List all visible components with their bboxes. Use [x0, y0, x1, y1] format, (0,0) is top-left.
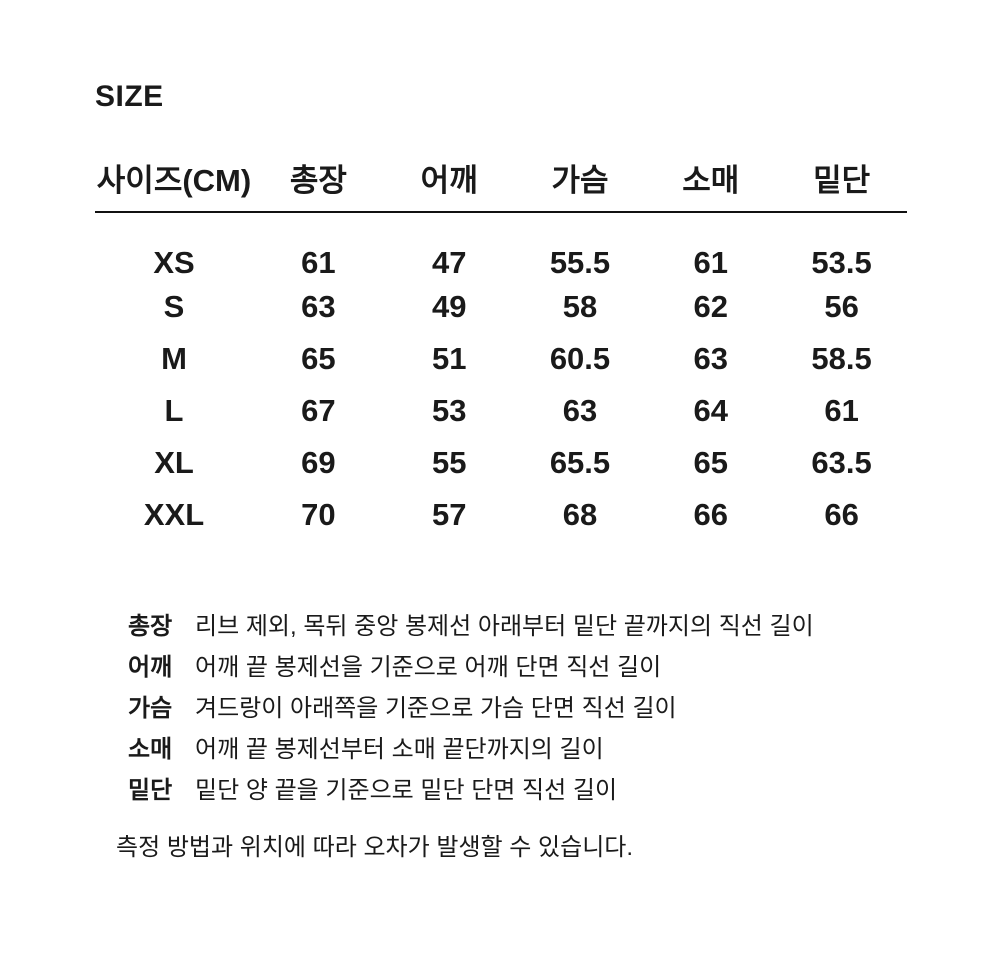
measurement-value: 63 — [301, 289, 336, 324]
measurement-value: 65 — [693, 445, 729, 480]
measurement-value: 61 — [824, 393, 859, 428]
size-label: M — [161, 341, 187, 376]
measurement-value: 60.5 — [549, 341, 611, 376]
header-row: 사이즈(CM) 총장 어깨 가슴 소매 밑단 — [95, 163, 907, 213]
measurement-value: 58 — [562, 289, 598, 324]
measurement-value: 70 — [301, 497, 336, 532]
legend-row-sleeve: 소매 어깨 끝 봉제선부터 소매 끝단까지의 길이 — [128, 729, 814, 770]
measurement-value: 63.5 — [811, 445, 872, 480]
measurement-value: 62 — [693, 289, 729, 324]
size-label: XL — [154, 445, 194, 480]
size-table-header: 사이즈(CM) 총장 어깨 가슴 소매 밑단 — [95, 163, 907, 213]
column-header-shoulder: 어깨 — [383, 163, 515, 213]
table-row-xxl: XXL 70 57 68 66 66 — [95, 489, 907, 541]
size-label: L — [164, 393, 184, 428]
legend-definition: 밑단 양 끝을 기준으로 밑단 단면 직선 길이 — [195, 777, 618, 804]
page-title: SIZE — [95, 80, 164, 113]
legend-row-chest: 가슴 겨드랑이 아래쪽을 기준으로 가슴 단면 직선 길이 — [128, 688, 814, 729]
measurement-value: 66 — [824, 497, 859, 532]
size-table: 사이즈(CM) 총장 어깨 가슴 소매 밑단 XS 61 47 55.5 61 … — [95, 163, 907, 541]
measurement-value: 64 — [693, 393, 729, 428]
measurement-value: 69 — [301, 445, 336, 480]
table-row-s: S 63 49 58 62 56 — [95, 281, 907, 333]
table-row-l: L 67 53 63 64 61 — [95, 385, 907, 437]
measurement-value: 63 — [562, 393, 598, 428]
legend-term: 총장 — [128, 613, 173, 640]
table-row-m: M 65 51 60.5 63 58.5 — [95, 333, 907, 385]
measurement-value: 66 — [693, 497, 729, 532]
measurement-value: 55.5 — [549, 245, 611, 280]
measurement-value: 51 — [431, 341, 467, 376]
column-header-size: 사이즈(CM) — [95, 163, 253, 213]
legend-definition: 어깨 끝 봉제선부터 소매 끝단까지의 길이 — [195, 736, 604, 763]
legend-definition: 겨드랑이 아래쪽을 기준으로 가슴 단면 직선 길이 — [195, 695, 677, 722]
legend-definition: 어깨 끝 봉제선을 기준으로 어깨 단면 직선 길이 — [195, 654, 662, 681]
size-label: XS — [153, 245, 195, 280]
measurement-value: 56 — [824, 289, 859, 324]
measurement-value: 67 — [301, 393, 336, 428]
legend-definition: 리브 제외, 목뒤 중앙 봉제선 아래부터 밑단 끝까지의 직선 길이 — [195, 613, 814, 640]
legend-term: 밑단 — [128, 777, 173, 804]
measurement-value: 63 — [693, 341, 729, 376]
legend-term: 가슴 — [128, 695, 173, 722]
measurement-value: 53 — [431, 393, 467, 428]
column-header-total-length: 총장 — [253, 163, 384, 213]
measurement-value: 47 — [431, 245, 467, 280]
column-header-chest: 가슴 — [514, 163, 646, 213]
measurement-value: 68 — [562, 497, 598, 532]
measurement-value: 53.5 — [811, 245, 872, 280]
legend-row-hem: 밑단 밑단 양 끝을 기준으로 밑단 단면 직선 길이 — [128, 770, 814, 811]
measurement-value: 65.5 — [549, 445, 611, 480]
size-label: S — [163, 289, 185, 324]
table-row-xs: XS 61 47 55.5 61 53.5 — [95, 212, 907, 281]
size-table-body: XS 61 47 55.5 61 53.5 S 63 49 58 62 56 M… — [95, 212, 907, 541]
legend-row-shoulder: 어깨 어깨 끝 봉제선을 기준으로 어깨 단면 직선 길이 — [128, 647, 814, 688]
measurement-value: 49 — [431, 289, 467, 324]
measurement-value: 55 — [431, 445, 467, 480]
legend-term: 어깨 — [128, 654, 173, 681]
measurement-value: 58.5 — [811, 341, 872, 376]
measurement-value: 61 — [693, 245, 729, 280]
size-label: XXL — [143, 497, 205, 532]
column-header-sleeve: 소매 — [645, 163, 777, 213]
table-row-xl: XL 69 55 65.5 65 63.5 — [95, 437, 907, 489]
column-header-hem: 밑단 — [776, 163, 907, 213]
measurement-legend: 총장 리브 제외, 목뒤 중앙 봉제선 아래부터 밑단 끝까지의 직선 길이 어… — [128, 606, 814, 811]
legend-term: 소매 — [128, 736, 173, 763]
measurement-disclaimer-note: 측정 방법과 위치에 따라 오차가 발생할 수 있습니다. — [116, 834, 634, 861]
measurement-value: 57 — [431, 497, 467, 532]
measurement-value: 61 — [301, 245, 336, 280]
legend-row-total-length: 총장 리브 제외, 목뒤 중앙 봉제선 아래부터 밑단 끝까지의 직선 길이 — [128, 606, 814, 647]
measurement-value: 65 — [301, 341, 336, 376]
